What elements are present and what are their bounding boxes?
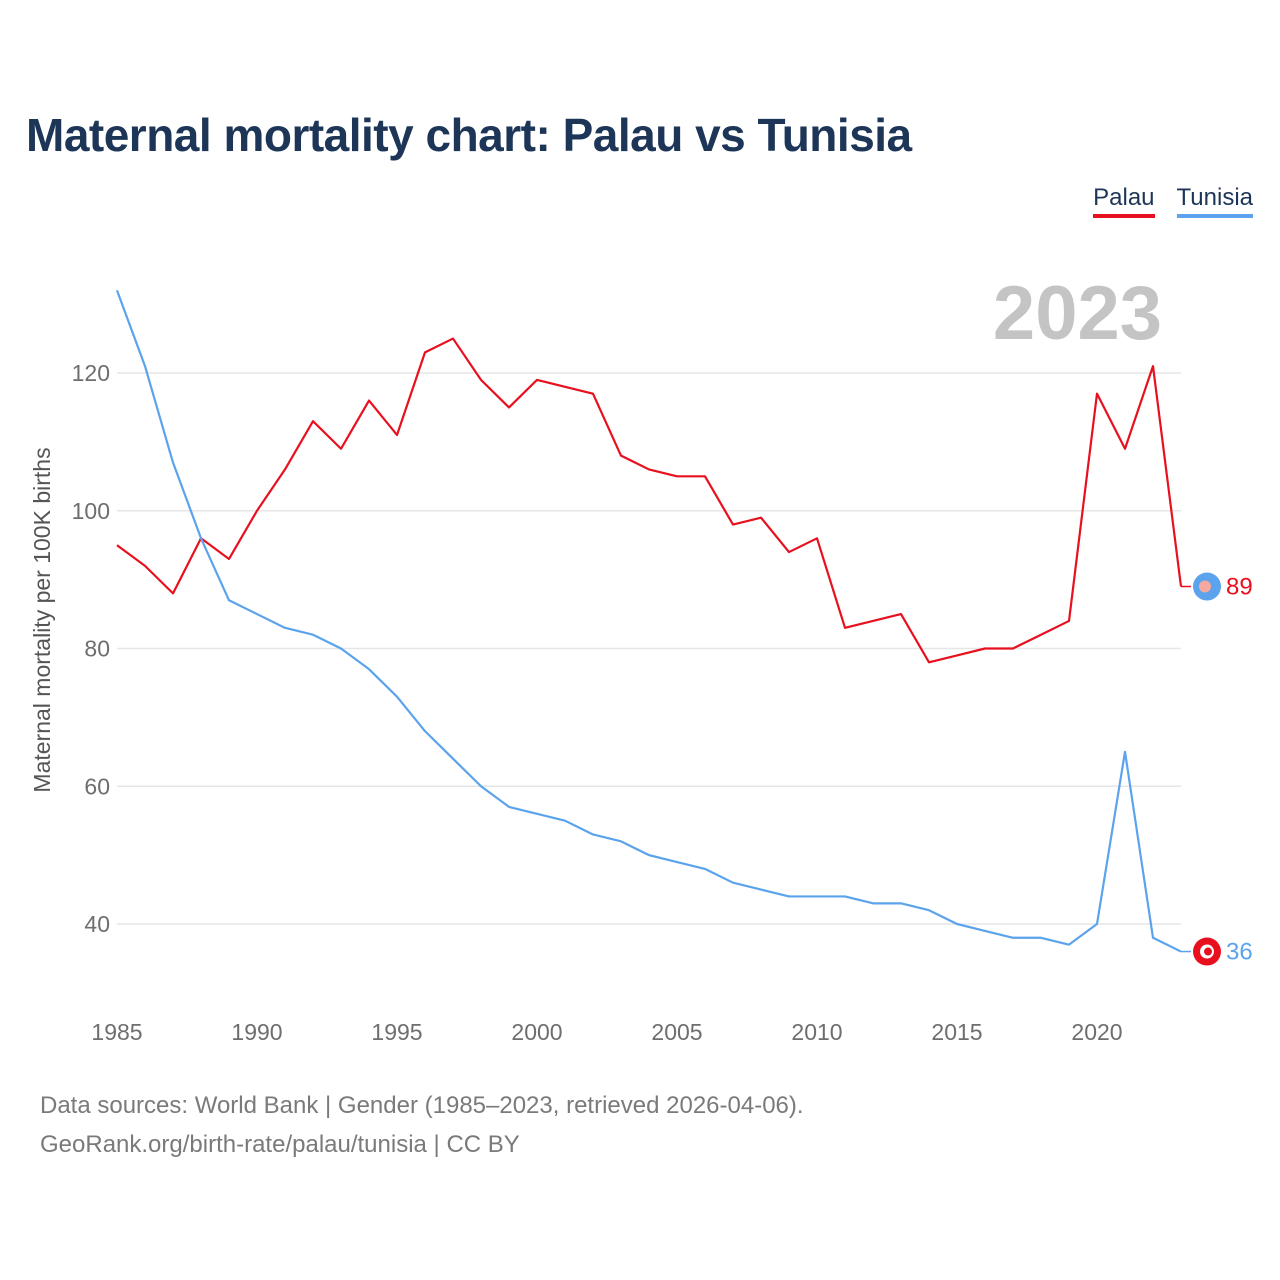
end-value-label-palau: 89 xyxy=(1226,574,1253,601)
x-tick-label: 2005 xyxy=(651,1019,702,1045)
tunisia-flag-crescent xyxy=(1204,947,1212,956)
x-tick-label: 2000 xyxy=(511,1019,562,1045)
x-tick-label: 1995 xyxy=(371,1019,422,1045)
flag-marker-palau xyxy=(1193,572,1221,601)
legend-item-palau[interactable]: Palau xyxy=(1093,184,1155,218)
x-axis-ticks: 1985 1990 1995 2000 2005 2010 2015 2020 xyxy=(91,1019,1122,1045)
series-line-palau xyxy=(116,337,1183,664)
x-tick-label: 2010 xyxy=(791,1019,842,1045)
year-label: 2023 xyxy=(992,271,1162,356)
legend-item-tunisia[interactable]: Tunisia xyxy=(1176,184,1253,218)
y-axis-ticks: 40 60 80 100 120 xyxy=(72,360,110,937)
grid-lines xyxy=(117,372,1181,925)
y-axis-label: Maternal mortality per 100K births xyxy=(29,447,55,792)
y-tick-label: 120 xyxy=(72,360,110,386)
palau-flag-disc xyxy=(1199,580,1211,593)
chart-title: Maternal mortality chart: Palau vs Tunis… xyxy=(26,109,912,161)
y-tick-label: 40 xyxy=(84,911,110,937)
end-markers: 89 36 xyxy=(1181,572,1253,966)
y-tick-label: 60 xyxy=(84,773,110,799)
flag-marker-tunisia xyxy=(1193,937,1221,966)
end-value-label-tunisia: 36 xyxy=(1226,939,1253,966)
source-line-1: Data sources: World Bank | Gender (1985–… xyxy=(40,1092,804,1119)
x-tick-label: 2020 xyxy=(1071,1019,1122,1045)
y-tick-label: 100 xyxy=(72,498,110,524)
source-line-2[interactable]: GeoRank.org/birth-rate/palau/tunisia | C… xyxy=(40,1131,520,1158)
y-tick-label: 80 xyxy=(84,636,110,662)
x-tick-label: 2015 xyxy=(931,1019,982,1045)
x-tick-label: 1985 xyxy=(91,1019,142,1045)
legend: Palau Tunisia xyxy=(1093,184,1253,218)
source-note: Data sources: World Bank | Gender (1985–… xyxy=(40,1086,804,1164)
x-tick-label: 1990 xyxy=(231,1019,282,1045)
series-lines xyxy=(115,289,1183,953)
series-line-tunisia xyxy=(115,289,1182,953)
